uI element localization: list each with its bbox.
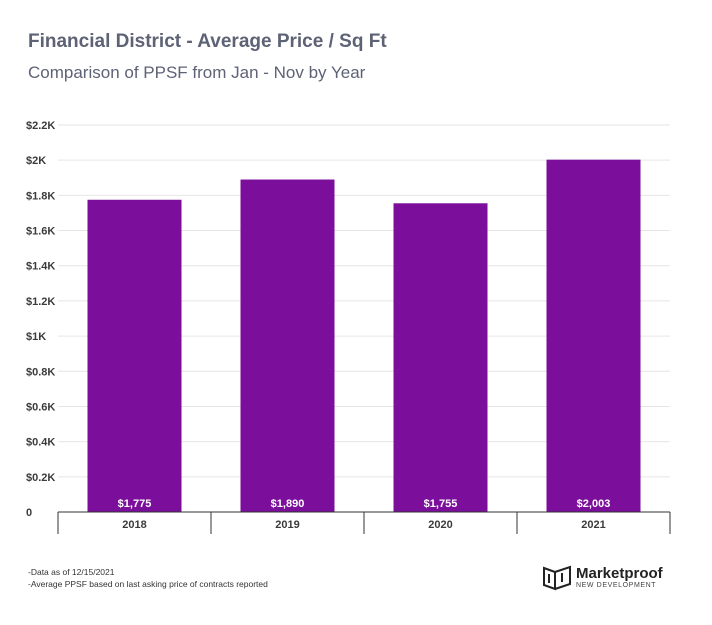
x-tick-label: 2020: [428, 519, 452, 531]
y-tick-label: $1.4K: [26, 261, 55, 273]
y-tick-label: $1.2K: [26, 296, 55, 308]
bar-value-label: $1,775: [118, 498, 152, 510]
x-tick-label: 2019: [275, 519, 299, 531]
x-tick-label: 2021: [581, 519, 605, 531]
bar-value-label: $2,003: [577, 498, 611, 510]
marketproof-logo: Marketproof NEW DEVELOPMENT: [542, 565, 663, 591]
bar: [240, 179, 335, 513]
y-tick-label: 0: [26, 507, 32, 519]
y-tick-label: $0.4K: [26, 437, 55, 449]
logo-subtitle: NEW DEVELOPMENT: [576, 582, 657, 589]
y-tick-label: $1.6K: [26, 226, 55, 238]
y-tick-label: $0.6K: [26, 401, 55, 413]
y-tick-label: $1.8K: [26, 190, 55, 202]
logo-name: Marketproof: [576, 565, 663, 582]
chart-subtitle: Comparison of PPSF from Jan - Nov by Yea…: [28, 63, 366, 82]
y-tick-label: $2.2K: [26, 120, 55, 132]
y-tick-label: $2K: [26, 155, 46, 167]
logo-mark-icon: [543, 565, 571, 591]
footnote-date: -Data as of 12/15/2021: [28, 567, 115, 577]
y-tick-label: $1K: [26, 331, 46, 343]
bar-value-label: $1,890: [271, 498, 305, 510]
y-tick-label: $0.8K: [26, 366, 55, 378]
bar-chart: $1,775 $1,890 $1,755 $2,003 0 $0.2K $0.4K $0.6…: [26, 120, 671, 534]
bar-value-label: $1,755: [424, 498, 458, 510]
bar: [87, 199, 182, 513]
footnotes: -Data as of 12/15/2021 -Average PPSF bas…: [28, 566, 268, 590]
footnote-method: -Average PPSF based on last asking price…: [28, 579, 268, 589]
bar: [546, 159, 641, 512]
y-tick-label: $0.2K: [26, 472, 55, 484]
bar: [393, 203, 488, 512]
chart-title: Financial District - Average Price / Sq …: [28, 31, 387, 52]
x-tick-label: 2018: [122, 519, 146, 531]
